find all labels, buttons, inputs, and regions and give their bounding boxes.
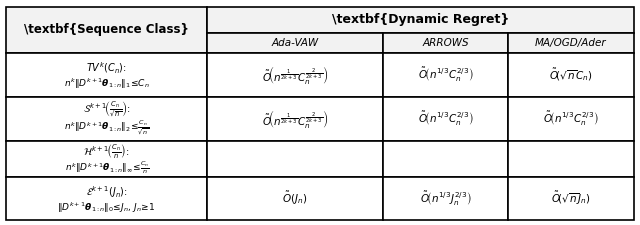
Text: $n^k\|D^{k+1}\boldsymbol{\theta}_{1:n}\|_2\!\leq\!\frac{C_n}{\sqrt{n}}$: $n^k\|D^{k+1}\boldsymbol{\theta}_{1:n}\|… (64, 118, 150, 137)
Text: $\tilde{O}\!\left(n^{\frac{1}{2k+3}}C_n^{\frac{2}{2k+3}}\right)$: $\tilde{O}\!\left(n^{\frac{1}{2k+3}}C_n^… (262, 108, 328, 130)
Text: $\|D^{k+1}\boldsymbol{\theta}_{1:n}\|_0\!\leq\! J_n,\, J_n\!\geq\! 1$: $\|D^{k+1}\boldsymbol{\theta}_{1:n}\|_0\… (58, 200, 156, 215)
Text: $\tilde{O}\!\left(n^{1/3}C_n^{2/3}\right)$: $\tilde{O}\!\left(n^{1/3}C_n^{2/3}\right… (543, 110, 599, 128)
Bar (6, 7, 207, 53)
Bar (207, 7, 634, 33)
Text: $\tilde{O}\!\left(\sqrt{n}C_n\right)$: $\tilde{O}\!\left(\sqrt{n}C_n\right)$ (549, 66, 593, 83)
Text: ARROWS: ARROWS (422, 38, 468, 48)
Text: $\tilde{O}(J_n)$: $\tilde{O}(J_n)$ (282, 190, 308, 207)
Bar (508, 33, 634, 53)
Bar (383, 177, 508, 220)
Bar (6, 177, 207, 220)
Text: \textbf{Dynamic Regret}: \textbf{Dynamic Regret} (332, 13, 509, 26)
Text: Ada-VAW: Ada-VAW (271, 38, 319, 48)
Text: $\tilde{O}\!\left(n^{1/3}J_n^{2/3}\right)$: $\tilde{O}\!\left(n^{1/3}J_n^{2/3}\right… (420, 189, 471, 207)
Bar (508, 53, 634, 97)
Bar (207, 97, 383, 141)
Text: $\mathcal{S}^{k+1}\!\left(\frac{C_n}{\sqrt{n}}\right)$:: $\mathcal{S}^{k+1}\!\left(\frac{C_n}{\sq… (83, 100, 131, 119)
Bar (207, 141, 383, 177)
Bar (383, 97, 508, 141)
Bar (508, 177, 634, 220)
Text: \textbf{Sequence Class}: \textbf{Sequence Class} (24, 23, 189, 36)
Bar (383, 53, 508, 97)
Bar (508, 141, 634, 177)
Text: MA/OGD/Ader: MA/OGD/Ader (535, 38, 607, 48)
Bar (508, 97, 634, 141)
Bar (383, 33, 508, 53)
Text: $n^k\|D^{k+1}\boldsymbol{\theta}_{1:n}\|_1\!\leq\! C_n$: $n^k\|D^{k+1}\boldsymbol{\theta}_{1:n}\|… (64, 76, 150, 91)
Bar (6, 53, 207, 97)
Text: $TV^k(C_n)$:: $TV^k(C_n)$: (86, 60, 127, 76)
Bar (207, 177, 383, 220)
Text: $\mathcal{E}^{k+1}(J_n)$:: $\mathcal{E}^{k+1}(J_n)$: (86, 184, 127, 200)
Text: $n^k\|D^{k+1}\boldsymbol{\theta}_{1:n}\|_\infty\!\leq\!\frac{C_n}{n}$: $n^k\|D^{k+1}\boldsymbol{\theta}_{1:n}\|… (65, 160, 149, 176)
Text: $\mathcal{H}^{k+1}\!\left(\frac{C_n}{n}\right)$:: $\mathcal{H}^{k+1}\!\left(\frac{C_n}{n}\… (83, 143, 130, 161)
Bar (6, 141, 207, 177)
Bar (383, 141, 508, 177)
Text: $\tilde{O}\!\left(n^{1/3}C_n^{2/3}\right)$: $\tilde{O}\!\left(n^{1/3}C_n^{2/3}\right… (417, 66, 474, 84)
Bar (207, 33, 383, 53)
Text: $\tilde{O}\!\left(n^{1/3}C_n^{2/3}\right)$: $\tilde{O}\!\left(n^{1/3}C_n^{2/3}\right… (417, 110, 474, 128)
Bar (6, 97, 207, 141)
Text: $\tilde{O}\!\left(\sqrt{n}J_n\right)$: $\tilde{O}\!\left(\sqrt{n}J_n\right)$ (551, 190, 591, 207)
Bar (207, 53, 383, 97)
Text: $\tilde{O}\!\left(n^{\frac{1}{2k+3}}C_n^{\frac{2}{2k+3}}\right)$: $\tilde{O}\!\left(n^{\frac{1}{2k+3}}C_n^… (262, 64, 328, 86)
